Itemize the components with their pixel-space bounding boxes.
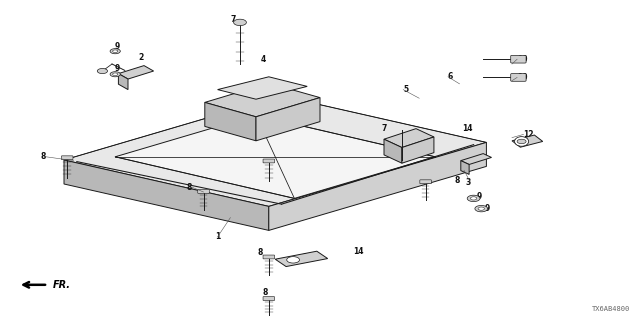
Text: 7: 7 [230, 15, 236, 24]
Circle shape [478, 207, 484, 210]
Polygon shape [461, 161, 469, 174]
Ellipse shape [515, 137, 529, 146]
Circle shape [517, 139, 526, 144]
Text: 9: 9 [477, 192, 482, 201]
Text: 4: 4 [388, 138, 394, 147]
Polygon shape [402, 137, 434, 163]
Text: 5: 5 [403, 85, 408, 94]
Polygon shape [384, 129, 434, 148]
Polygon shape [118, 74, 128, 90]
Text: 1: 1 [216, 232, 221, 241]
Circle shape [97, 68, 108, 74]
Circle shape [110, 49, 120, 54]
Polygon shape [64, 96, 486, 206]
Text: 12: 12 [524, 130, 534, 139]
Circle shape [234, 19, 246, 26]
Polygon shape [256, 98, 320, 141]
Text: 10: 10 [517, 55, 527, 64]
Text: 10: 10 [517, 73, 527, 82]
Polygon shape [205, 83, 320, 117]
FancyBboxPatch shape [198, 189, 209, 193]
Text: 14: 14 [462, 124, 472, 132]
Circle shape [467, 195, 480, 202]
Polygon shape [384, 139, 402, 163]
Polygon shape [205, 102, 256, 141]
Circle shape [113, 73, 118, 76]
Text: 9: 9 [485, 204, 490, 212]
Polygon shape [512, 135, 543, 147]
Text: TX6AB4800: TX6AB4800 [592, 306, 630, 312]
Text: 7: 7 [382, 124, 387, 132]
Polygon shape [218, 77, 307, 99]
Text: 8: 8 [257, 248, 262, 257]
Text: 3: 3 [465, 178, 470, 187]
FancyBboxPatch shape [61, 156, 73, 160]
Text: 11: 11 [302, 253, 312, 262]
Text: 8: 8 [187, 183, 192, 192]
Polygon shape [64, 160, 269, 230]
Polygon shape [118, 66, 154, 79]
Text: 8: 8 [41, 152, 46, 161]
Text: 6: 6 [448, 72, 453, 81]
Circle shape [470, 197, 477, 200]
FancyBboxPatch shape [511, 74, 526, 81]
Text: 9: 9 [115, 64, 120, 73]
Text: 14: 14 [353, 247, 364, 256]
Text: 9: 9 [115, 42, 120, 51]
Text: 8: 8 [454, 176, 460, 185]
Polygon shape [269, 142, 486, 230]
FancyBboxPatch shape [263, 297, 275, 300]
FancyBboxPatch shape [420, 180, 431, 184]
Text: 8: 8 [262, 288, 268, 297]
Circle shape [110, 72, 120, 77]
Circle shape [113, 50, 118, 52]
FancyBboxPatch shape [263, 255, 275, 259]
Text: 2: 2 [139, 53, 144, 62]
FancyBboxPatch shape [511, 55, 526, 63]
Text: 4: 4 [260, 55, 266, 64]
Text: FR.: FR. [52, 280, 70, 290]
Polygon shape [275, 251, 328, 267]
Polygon shape [461, 154, 492, 164]
Circle shape [287, 257, 300, 263]
Circle shape [475, 205, 488, 212]
FancyBboxPatch shape [263, 159, 275, 163]
Polygon shape [115, 115, 435, 198]
